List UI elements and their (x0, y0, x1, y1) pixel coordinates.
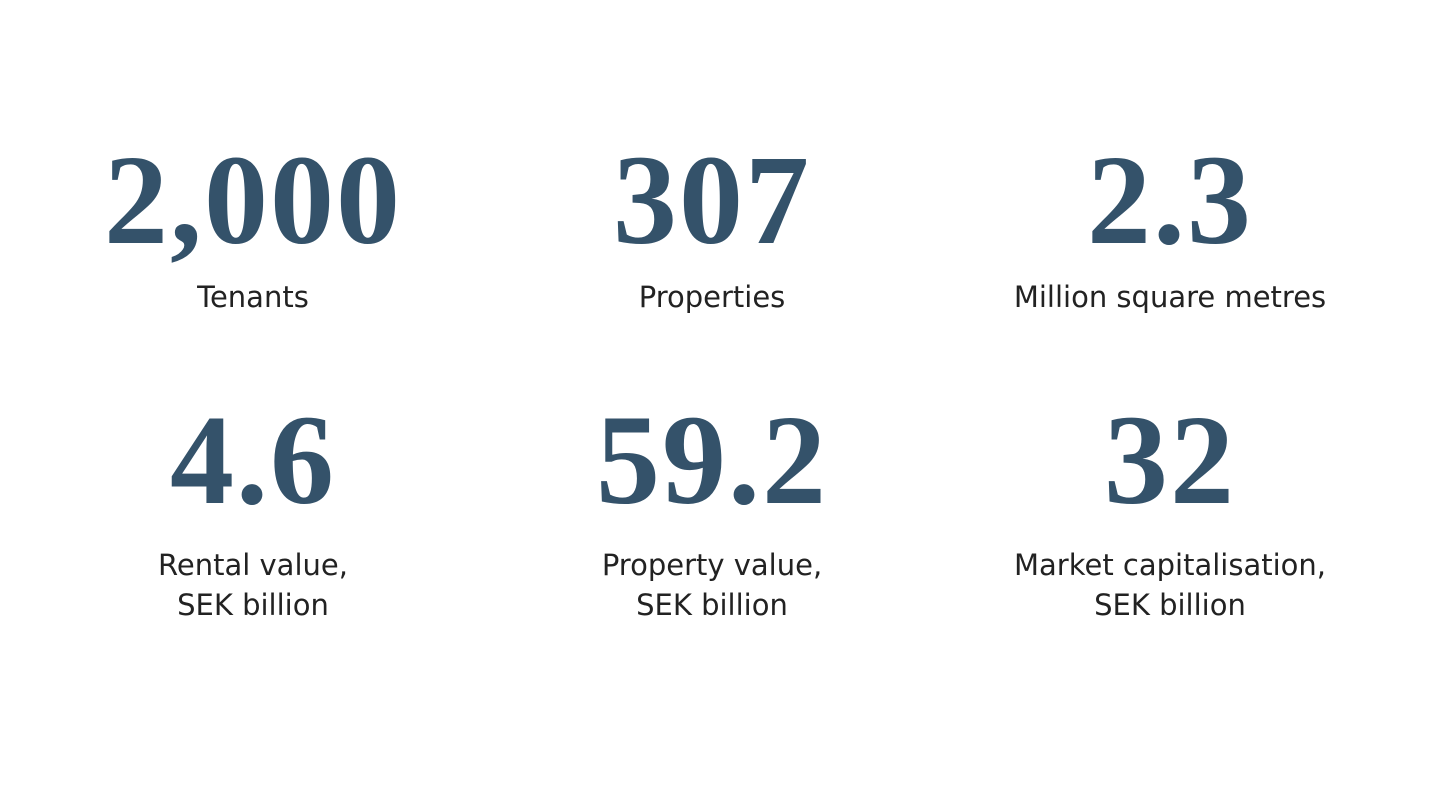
stat-label: Tenants (197, 280, 309, 314)
stat-value: 4.6 (170, 389, 336, 531)
stat-value: 307 (613, 129, 811, 271)
stat-label: SEK billion (177, 588, 329, 622)
stat: 2,000 Tenants (23, 135, 483, 317)
stat-label: SEK billion (636, 588, 788, 622)
stat-value: 2.3 (1087, 129, 1253, 271)
stat: 2.3 Million square metres (940, 135, 1400, 317)
stat-label: SEK billion (1094, 588, 1246, 622)
stat: 4.6 Rental value, SEK billion (23, 395, 483, 625)
stat-label: Million square metres (1013, 280, 1327, 314)
stat-value: 32 (1104, 389, 1236, 531)
stat-label: Rental value, (158, 548, 348, 582)
stat-label: Properties (638, 280, 786, 314)
stat: 307 Properties (482, 135, 942, 317)
stat-label: Property value, (601, 548, 823, 582)
stat: 59.2 Property value, SEK billion (482, 395, 942, 625)
stat-value: 59.2 (596, 389, 828, 531)
stat-value: 2,000 (104, 129, 402, 271)
stat: 32 Market capitalisation, SEK billion (940, 395, 1400, 625)
stat-label: Market capitalisation, (1014, 548, 1326, 582)
